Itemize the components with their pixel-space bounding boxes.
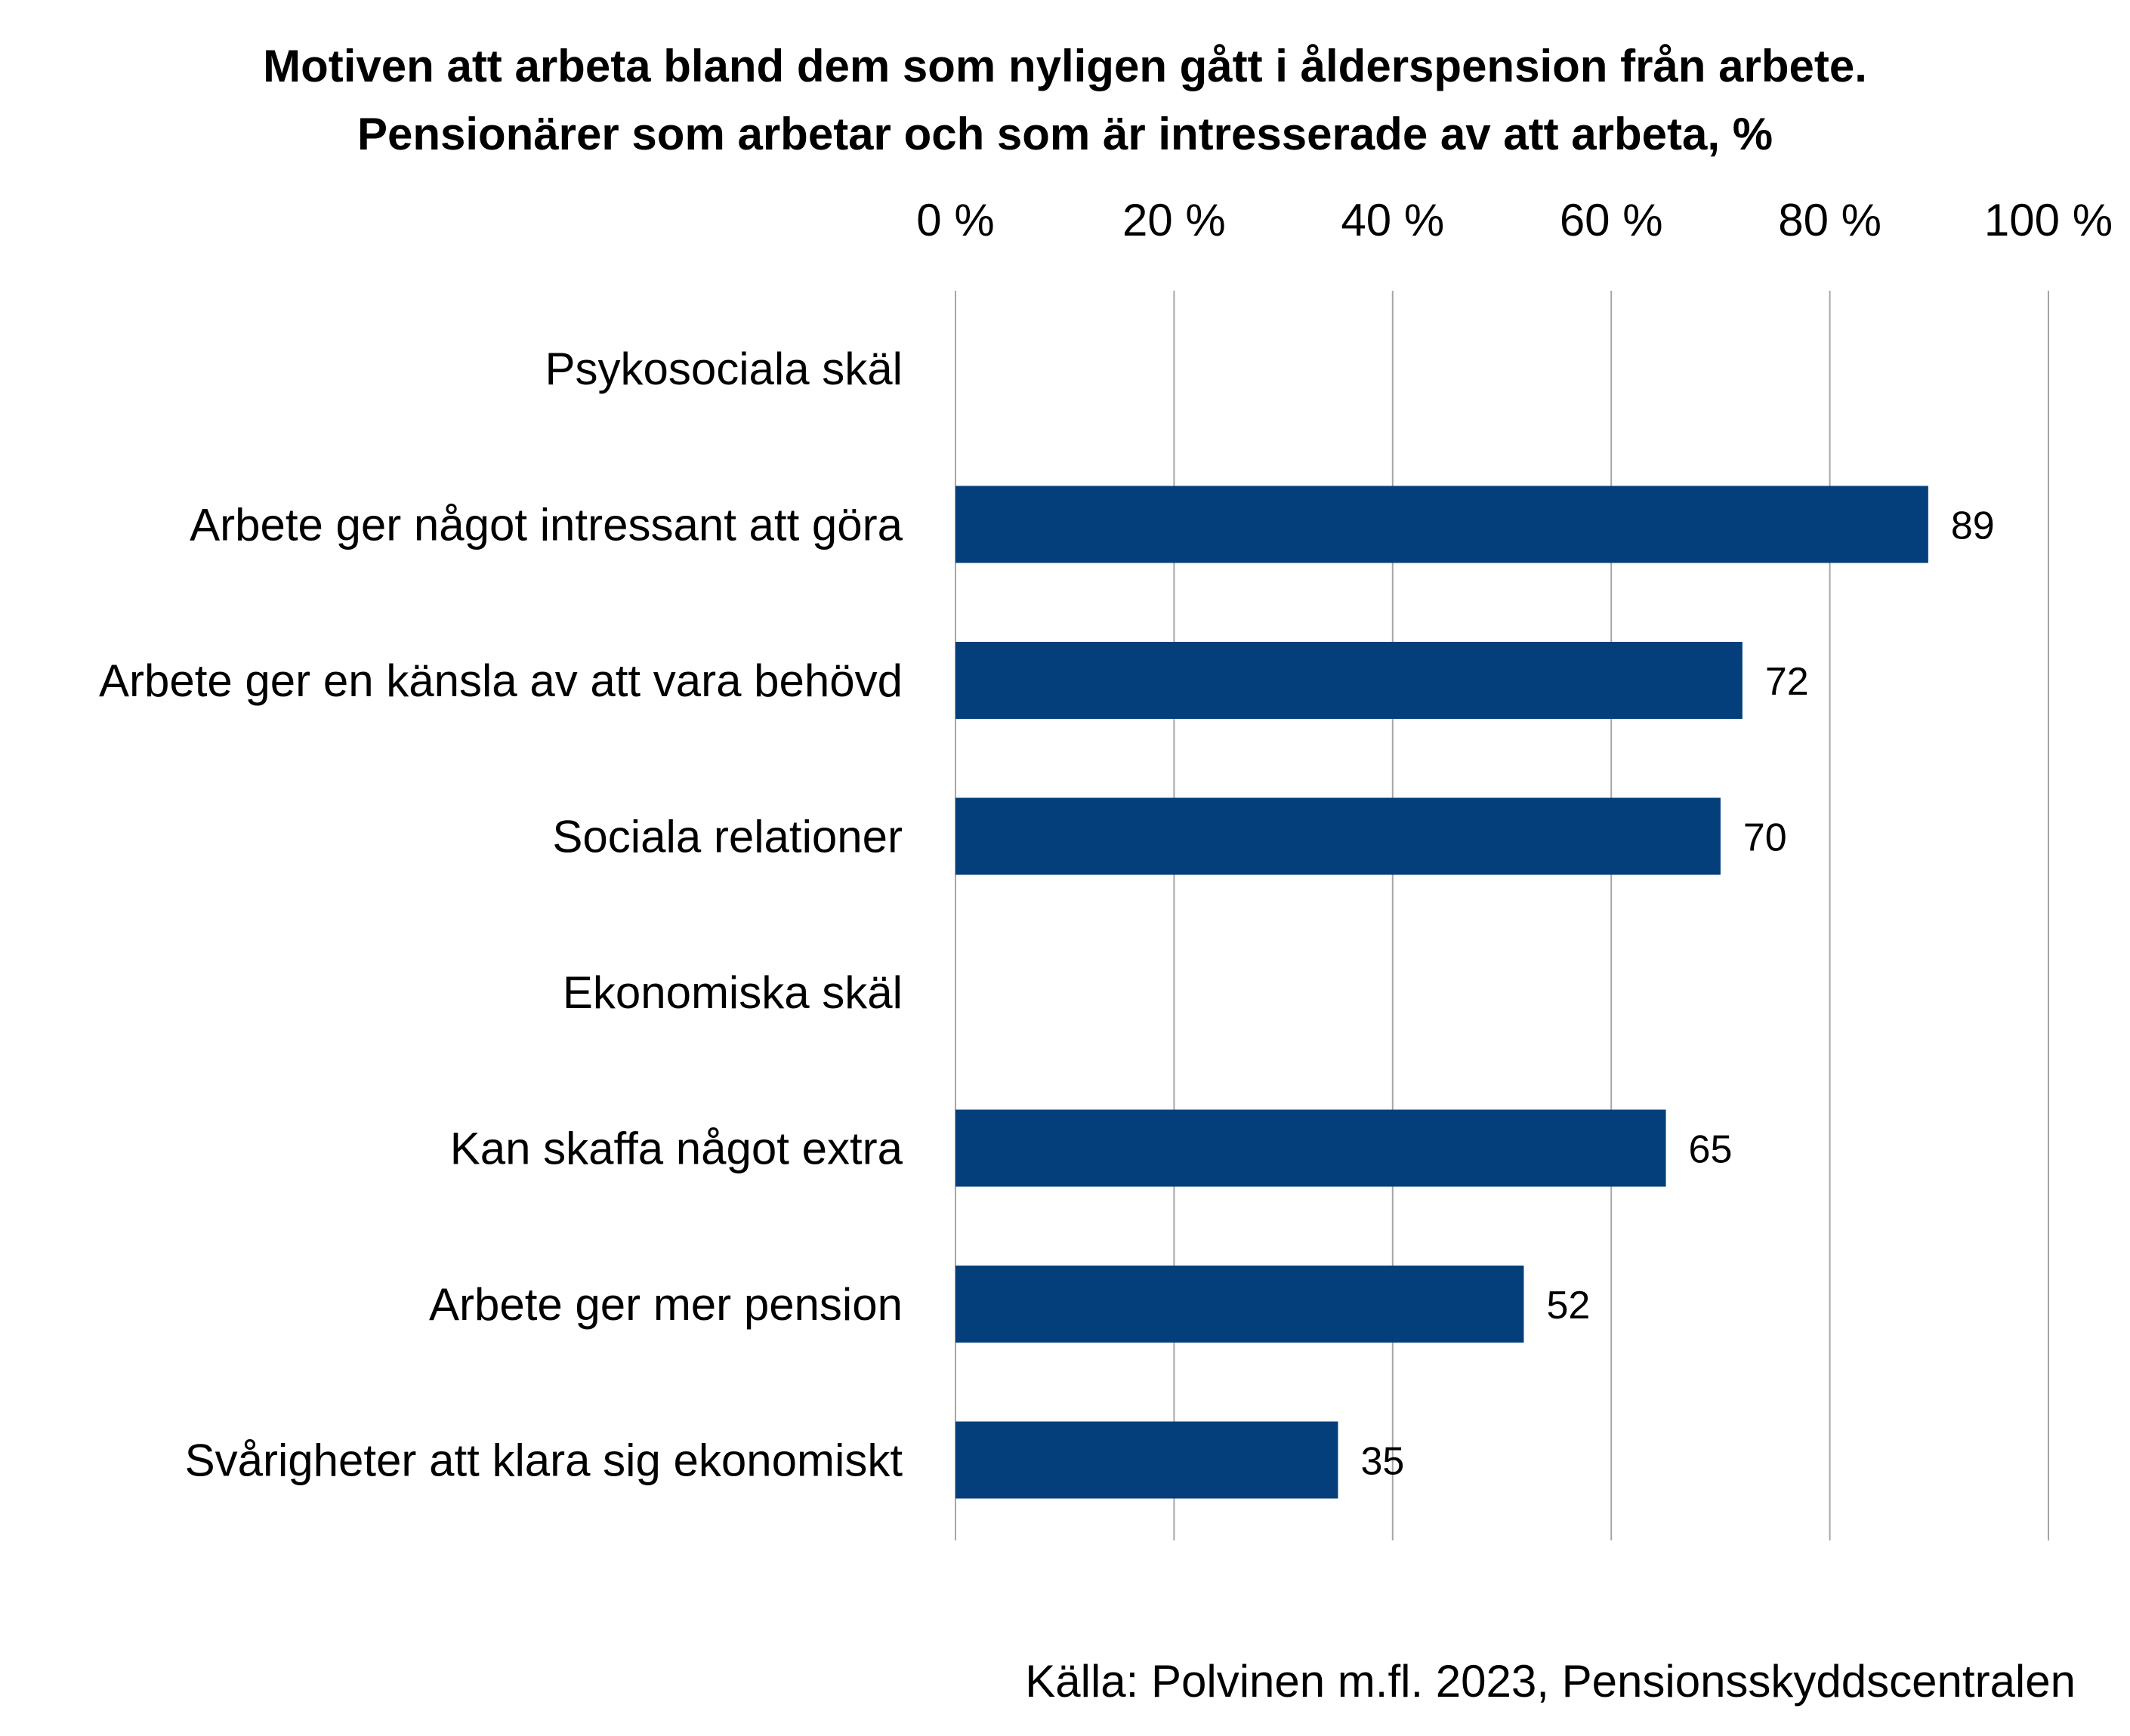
- x-tick-label: 0 %: [916, 195, 994, 245]
- category-label: Ekonomiska skäl: [563, 967, 903, 1018]
- chart-title: Motiven att arbeta bland dem som nyligen…: [263, 41, 1867, 159]
- x-tick-label: 20 %: [1122, 195, 1226, 245]
- data-label: 89: [1951, 504, 1995, 548]
- x-tick-label: 100 %: [1984, 195, 2113, 245]
- data-labels: 89 72 70 65 52 35: [1360, 504, 1994, 1484]
- gridlines: [955, 291, 2049, 1540]
- bars: [955, 486, 1928, 1499]
- category-label: Sociala relationer: [552, 812, 903, 862]
- bar: [955, 797, 1721, 875]
- data-label: 52: [1546, 1284, 1590, 1327]
- source-note: Källa: Polvinen m.fl. 2023, Pensionsskyd…: [1025, 1656, 2076, 1707]
- data-label: 65: [1689, 1128, 1733, 1172]
- data-label: 72: [1765, 660, 1809, 704]
- category-label: Kan skaffa något extra: [450, 1124, 903, 1174]
- data-label: 35: [1360, 1440, 1404, 1484]
- chart-title-line-1: Motiven att arbeta bland dem som nyligen…: [263, 41, 1867, 91]
- category-label: Svårigheter att klara sig ekonomiskt: [185, 1435, 903, 1486]
- bar: [955, 486, 1928, 563]
- x-tick-label: 40 %: [1341, 195, 1444, 245]
- bar: [955, 642, 1743, 719]
- bar: [955, 1109, 1666, 1187]
- category-label: Arbete ger en känsla av att vara behövd: [99, 655, 903, 706]
- category-labels: Psykosociala skäl Arbete ger något intres…: [99, 344, 903, 1486]
- x-tick-label: 80 %: [1778, 195, 1882, 245]
- category-label: Arbete ger något intressant att göra: [190, 500, 903, 550]
- bar: [955, 1266, 1524, 1343]
- x-axis-tick-labels: 0 % 20 % 40 % 60 % 80 % 100 %: [916, 195, 2113, 245]
- category-label: Psykosociala skäl: [545, 344, 903, 394]
- x-tick-label: 60 %: [1560, 195, 1663, 245]
- data-label: 70: [1743, 816, 1787, 860]
- chart-title-line-2: Pensionärer som arbetar och som är intre…: [357, 109, 1773, 159]
- category-label: Arbete ger mer pension: [429, 1279, 903, 1330]
- bar: [955, 1421, 1338, 1499]
